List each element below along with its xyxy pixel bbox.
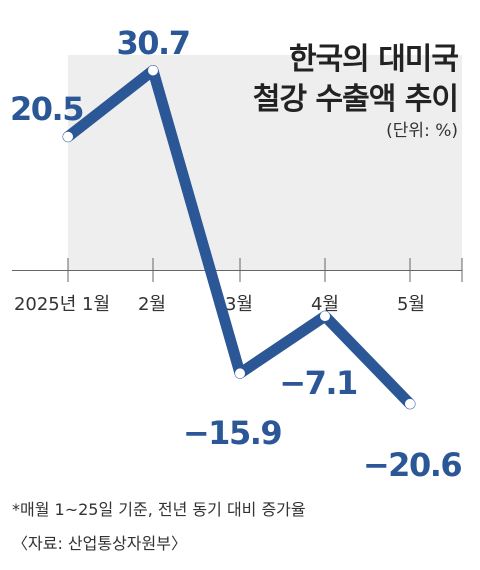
chart-title-line-2: 철강 수출액 추이 bbox=[252, 82, 459, 117]
data-label-3: −15.9 bbox=[183, 414, 282, 452]
data-point-2 bbox=[148, 65, 158, 76]
data-label-4: −7.1 bbox=[279, 364, 357, 402]
unit-label: (단위: %) bbox=[386, 121, 458, 141]
chart-title-line-1: 한국의 대미국 bbox=[288, 42, 459, 77]
data-point-3 bbox=[235, 368, 245, 379]
x-category-label-2: 2월 bbox=[138, 294, 166, 315]
source-note: 〈자료: 산업통상자원부〉 bbox=[12, 534, 187, 553]
data-point-5 bbox=[405, 398, 415, 409]
data-label-2: 30.7 bbox=[117, 24, 190, 62]
x-category-label-4: 4월 bbox=[311, 294, 339, 315]
data-label-1: 20.5 bbox=[10, 90, 83, 128]
x-category-label-3: 3월 bbox=[225, 294, 253, 315]
data-point-4 bbox=[320, 311, 330, 322]
data-point-1 bbox=[63, 131, 73, 142]
x-category-label-1: 2025년 1월 bbox=[14, 294, 110, 315]
data-label-5: −20.6 bbox=[363, 446, 462, 484]
x-category-label-5: 5월 bbox=[397, 294, 425, 315]
footnote: *매월 1~25일 기준, 전년 동기 대비 증가율 bbox=[12, 500, 306, 519]
